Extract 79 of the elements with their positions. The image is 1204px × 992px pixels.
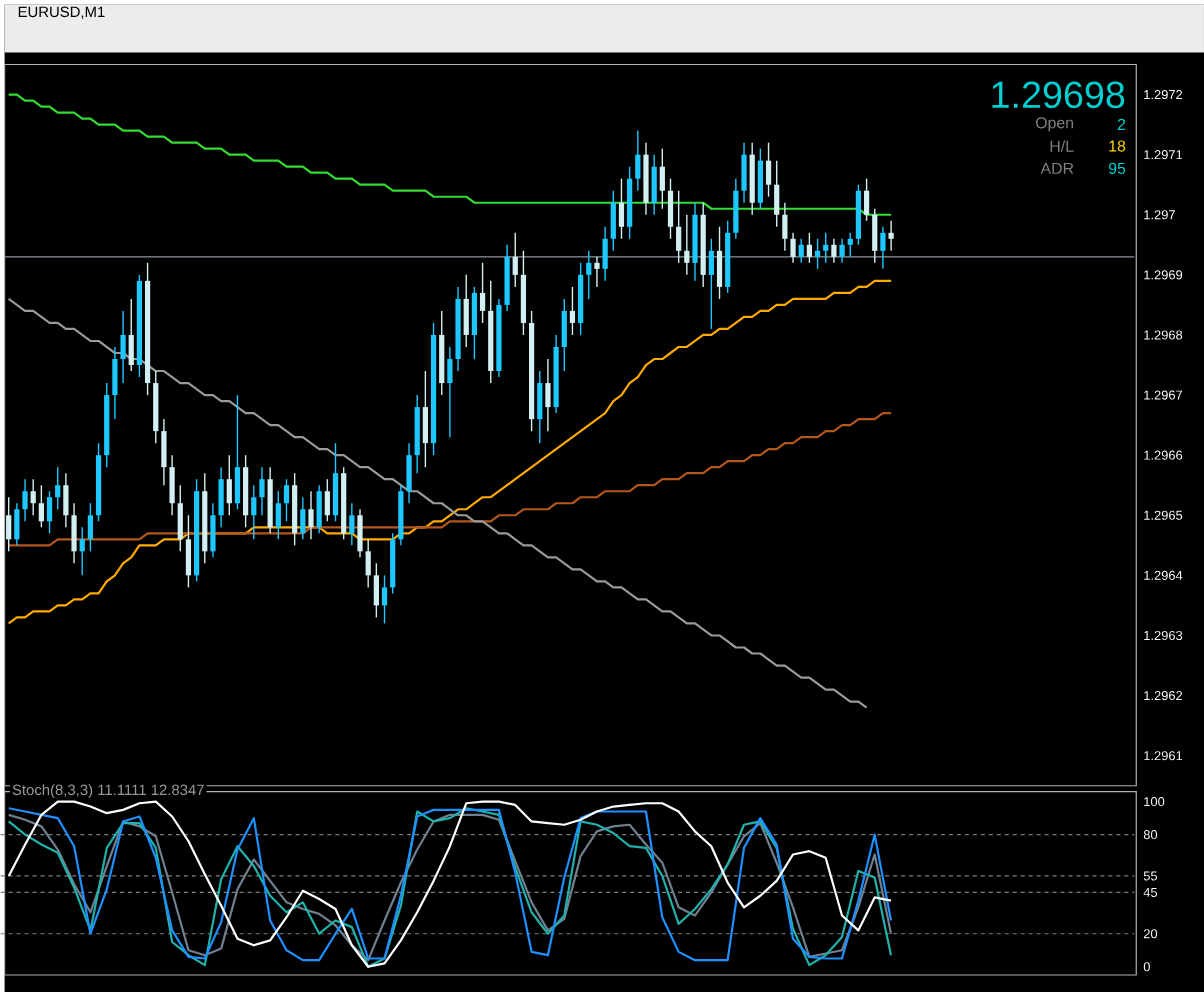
candlestick (823, 231, 829, 264)
candlestick (782, 201, 788, 252)
candlestick (234, 393, 241, 510)
candlestick (708, 237, 714, 330)
candlestick (316, 484, 322, 534)
candlestick (545, 357, 551, 432)
candlestick (120, 309, 126, 384)
candlestick (667, 177, 674, 240)
candlestick (406, 441, 412, 504)
candlestick (586, 249, 592, 300)
candlestick (324, 478, 330, 522)
candlestick (863, 177, 870, 221)
candlestick (602, 225, 608, 282)
candlestick (87, 502, 93, 552)
candlestick (128, 297, 134, 372)
candlestick (733, 177, 739, 240)
candlestick (349, 502, 355, 546)
candlestick (790, 231, 796, 264)
candlestick (161, 417, 167, 486)
candlestick (635, 129, 641, 191)
candlestick (447, 345, 453, 438)
candlestick (831, 237, 837, 264)
candlestick (422, 369, 428, 468)
candlestick (684, 213, 690, 276)
candlestick (741, 141, 747, 203)
candlestick (6, 496, 12, 552)
candlestick (14, 502, 20, 546)
candlestick (251, 484, 257, 540)
candlestick (872, 207, 878, 264)
candlestick (651, 153, 657, 215)
candlestick (79, 526, 85, 576)
candlestick (561, 297, 567, 372)
candlestick (185, 514, 192, 588)
candlestick (30, 478, 36, 516)
candlestick (512, 231, 518, 288)
candlestick (471, 285, 478, 360)
candlestick (218, 466, 224, 528)
candlestick (847, 231, 853, 258)
candlestick (610, 189, 616, 252)
candlestick (373, 562, 379, 618)
candlestick (169, 454, 175, 516)
candlestick (71, 502, 77, 564)
candlestick (275, 490, 281, 540)
candlestick (537, 369, 543, 444)
candlestick (806, 231, 813, 264)
candlestick (765, 141, 772, 197)
candlestick (594, 255, 600, 288)
candlestick (569, 285, 576, 336)
candlestick (300, 496, 306, 540)
candlestick (716, 225, 723, 300)
candlestick (38, 484, 44, 528)
candlestick (880, 225, 886, 270)
candlestick (814, 237, 821, 270)
candlestick (46, 490, 53, 534)
candlestick (112, 345, 118, 420)
text: 1.29698 (992, 80, 1125, 108)
candlestick (210, 502, 216, 558)
candlestick (463, 273, 469, 348)
candlestick (757, 147, 763, 209)
candlestick (308, 490, 314, 540)
candlestick (618, 177, 625, 240)
candlestick (332, 441, 339, 522)
candlestick (259, 466, 265, 516)
candlestick (283, 478, 290, 522)
candlestick (659, 147, 665, 209)
candlestick (177, 484, 183, 552)
candlestick (22, 478, 28, 522)
candlestick (55, 466, 61, 510)
candlestick (798, 237, 804, 264)
candlestick (226, 454, 232, 516)
candlestick (774, 159, 780, 228)
candlestick (676, 189, 682, 264)
candlestick (888, 219, 894, 252)
candlestick (381, 574, 388, 624)
candlestick (63, 472, 69, 528)
candlestick (365, 538, 371, 588)
candlestick (839, 237, 845, 264)
candlestick (357, 508, 363, 558)
candlestick (479, 261, 486, 324)
